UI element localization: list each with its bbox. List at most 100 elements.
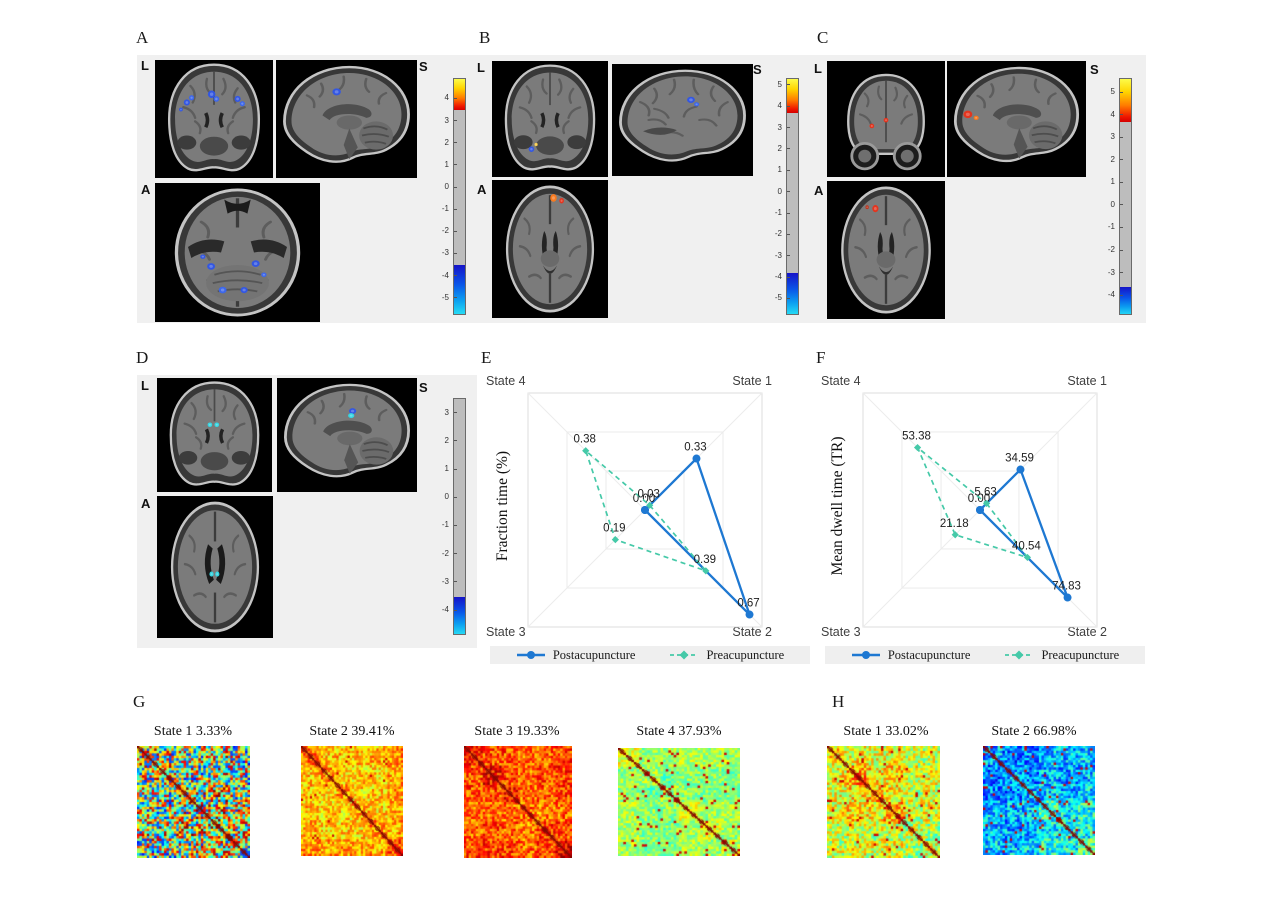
- radar-E-ylabel: Fraction time (%): [494, 450, 511, 562]
- colorbar-tick-mark: [454, 609, 457, 611]
- axial-slice-image-A: [155, 183, 320, 322]
- colorbar-tick-mark: [787, 169, 790, 171]
- colorbar-tick-label: 0: [444, 182, 449, 192]
- colorbar-tick-mark: [454, 186, 457, 188]
- colorbar-tick-mark: [454, 97, 457, 99]
- colorbar-tick-label: 2: [444, 435, 449, 445]
- orientation-anterior-label-C: A: [814, 183, 824, 198]
- colorbar-tick-label: 5: [777, 79, 782, 89]
- colorbar-tick-label: -2: [441, 548, 449, 558]
- colorbar-tick-label: 3: [444, 115, 449, 125]
- colorbar-tick-mark: [787, 84, 790, 86]
- colorbar-tick-label: 1: [444, 464, 449, 474]
- orientation-superior-label-A: S: [419, 59, 428, 74]
- colorbar-B: 5 4 3 2 1 0 -1 -2 -3 -4 -5: [775, 78, 799, 315]
- colorbar-tick-mark: [454, 230, 457, 232]
- colorbar-tick-mark: [1120, 204, 1123, 206]
- colorbar-tick-mark: [454, 164, 457, 166]
- colorbar-tick-label: -3: [441, 248, 449, 258]
- colorbar-tick-mark: [454, 297, 457, 299]
- colorbar-tick-label: -2: [1107, 245, 1115, 255]
- radar-chart-F: 34.59 74.83 0.00 5.63 40.54 21.18 53.38: [853, 383, 1107, 637]
- legend-item-postacupuncture: Postacupuncture: [851, 647, 971, 663]
- heatmap-title-H1: State 1 33.02%: [843, 724, 929, 739]
- panel-letter-C: C: [817, 28, 829, 47]
- coronal-slice-image-B: [492, 61, 608, 177]
- colorbar-tick-mark: [454, 120, 457, 122]
- colorbar-tick-label: -2: [774, 229, 782, 239]
- orientation-left-label-C: L: [814, 61, 822, 76]
- colorbar-tick-label: -1: [1107, 222, 1115, 232]
- colorbar-tick-mark: [1120, 226, 1123, 228]
- coronal-slice-image-D: [157, 378, 272, 492]
- heatmap-title-G2: State 2 39.41%: [309, 724, 395, 739]
- colorbar-tick-label: 0: [777, 186, 782, 196]
- colorbar-tick-label: 1: [1110, 177, 1115, 187]
- preacupuncture-marker-icon: [670, 650, 699, 660]
- preacupuncture-marker-icon: [1005, 650, 1034, 660]
- heatmap-title-H2: State 2 66.98%: [991, 724, 1077, 739]
- colorbar-tick-label: 3: [444, 407, 449, 417]
- svg-text:0.19: 0.19: [603, 523, 625, 535]
- heatmap-title-G3: State 3 19.33%: [474, 724, 560, 739]
- orientation-left-label-A: L: [141, 58, 149, 73]
- colorbar-tick-mark: [1120, 114, 1123, 116]
- heatmap-matrix-H1: [827, 746, 940, 858]
- orientation-superior-label-C: S: [1090, 62, 1099, 77]
- colorbar-tick-label: -5: [441, 292, 449, 302]
- panel-letter-B: B: [479, 28, 491, 47]
- axial-slice-image-C: [827, 181, 945, 319]
- svg-text:0.33: 0.33: [684, 442, 706, 454]
- legend-item-preacupuncture: Preacupuncture: [669, 648, 784, 663]
- colorbar-tick-mark: [787, 255, 790, 257]
- orientation-left-label-B: L: [477, 60, 485, 75]
- colorbar-tick-mark: [454, 275, 457, 277]
- colorbar-tick-mark: [454, 412, 457, 414]
- orientation-anterior-label-B: A: [477, 182, 487, 197]
- colorbar-tick-mark: [787, 127, 790, 129]
- colorbar-tick-label: -3: [774, 250, 782, 260]
- radar-E-axis-state1: State 1: [732, 374, 772, 388]
- sagittal-slice-image-C: [947, 61, 1086, 177]
- colorbar-tick-mark: [1120, 159, 1123, 161]
- colorbar-tick-mark: [454, 208, 457, 210]
- colorbar-tick-label: -5: [774, 293, 782, 303]
- colorbar-tick-mark: [1120, 136, 1123, 138]
- axial-slice-image-D: [157, 496, 273, 638]
- legend-item-postacupuncture: Postacupuncture: [516, 647, 636, 663]
- postacupuncture-marker-icon: [516, 651, 545, 659]
- colorbar-tick-mark: [1120, 249, 1123, 251]
- colorbar-tick-mark: [787, 233, 790, 235]
- radar-E-axis-state3: State 3: [486, 625, 526, 639]
- colorbar-A: 4 3 2 1 0 -1 -2 -3 -4 -5: [442, 78, 466, 315]
- colorbar-tick-label: -4: [1107, 290, 1115, 300]
- postacupuncture-marker-icon: [851, 651, 880, 659]
- legend-label-postacupuncture: Postacupuncture: [552, 647, 636, 662]
- colorbar-C: 5 4 3 2 1 0 -1 -2 -3 -4: [1108, 78, 1132, 315]
- radar-F-legend: Postacupuncture Preacupuncture: [825, 646, 1145, 664]
- colorbar-tick-mark: [1120, 181, 1123, 183]
- orientation-anterior-label-D: A: [141, 496, 151, 511]
- colorbar-tick-label: 1: [777, 165, 782, 175]
- legend-label-preacupuncture: Preacupuncture: [706, 647, 785, 662]
- heatmap-matrix-G3: [464, 746, 572, 858]
- colorbar-tick-mark: [787, 212, 790, 214]
- colorbar-tick-label: 2: [777, 143, 782, 153]
- colorbar-tick-mark: [454, 524, 457, 526]
- radar-E-axis-state2: State 2: [732, 625, 772, 639]
- colorbar-tick-mark: [787, 148, 790, 150]
- colorbar-tick-label: 4: [1110, 109, 1115, 119]
- svg-text:40.54: 40.54: [1012, 540, 1041, 552]
- radar-F-axis-state2: State 2: [1067, 625, 1107, 639]
- svg-text:21.18: 21.18: [940, 518, 969, 530]
- colorbar-tick-mark: [454, 142, 457, 144]
- sagittal-slice-image-B: [612, 64, 753, 176]
- panel-letter-F: F: [816, 348, 826, 367]
- coronal-slice-image-C: [827, 61, 945, 177]
- legend-label-postacupuncture: Postacupuncture: [887, 647, 971, 662]
- orientation-superior-label-B: S: [753, 62, 762, 77]
- colorbar-tick-mark: [787, 276, 790, 278]
- radar-F-axis-state1: State 1: [1067, 374, 1107, 388]
- panel-letter-E: E: [481, 348, 492, 367]
- colorbar-tick-label: -1: [441, 520, 449, 530]
